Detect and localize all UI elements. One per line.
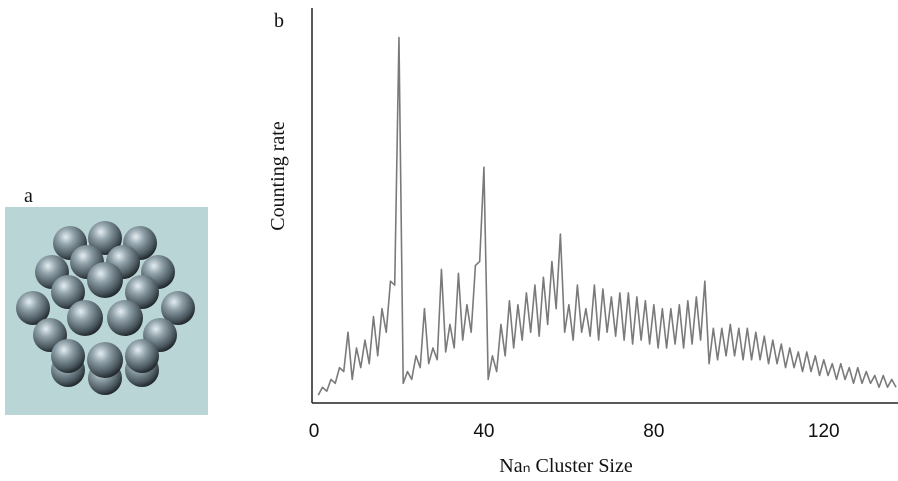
x-tick-label: 0 (309, 421, 320, 442)
panel-label: a (24, 185, 33, 207)
panel-label: b (274, 10, 284, 32)
x-tick-label: 40 (473, 421, 494, 442)
spectrum-line (317, 36, 897, 396)
y-axis-label: Counting rate (267, 121, 289, 231)
x-tick-label: 80 (643, 421, 664, 442)
cluster-image (5, 207, 208, 415)
x-tick-label: 120 (808, 421, 840, 442)
x-axis-label: Naₙ Cluster Size (499, 455, 633, 477)
